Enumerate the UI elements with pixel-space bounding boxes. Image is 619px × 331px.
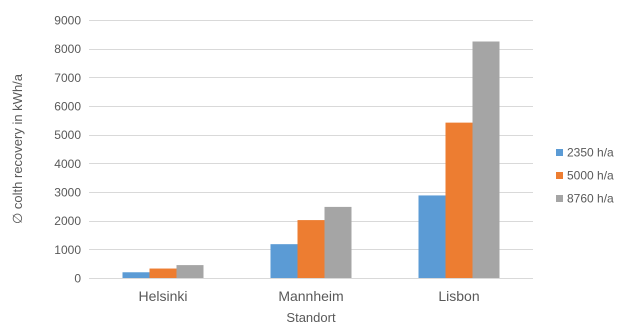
- x-tick-label: Helsinki: [138, 288, 187, 304]
- bars: [122, 41, 500, 278]
- y-tick-label: 2000: [54, 214, 81, 228]
- bar-lisbon-series-2: [445, 122, 473, 278]
- x-axis-ticks: Helsinki Mannheim Lisbon: [138, 288, 479, 304]
- y-tick-label: 8000: [54, 42, 81, 56]
- bar-helsinki-series-1: [122, 272, 150, 278]
- x-tick-label: Lisbon: [438, 288, 479, 304]
- bar-helsinki-series-3: [176, 265, 204, 278]
- legend-label: 5000 h/a: [567, 169, 614, 183]
- y-tick-label: 3000: [54, 186, 81, 200]
- y-tick-label: 7000: [54, 71, 81, 85]
- bar-helsinki-series-2: [149, 268, 177, 278]
- x-axis-title: Standort: [286, 310, 336, 325]
- grid-lines: [89, 20, 533, 250]
- legend: 2350 h/a 5000 h/a 8760 h/a: [556, 146, 614, 206]
- y-tick-label: 5000: [54, 128, 81, 142]
- y-axis-ticks: 0 1000 2000 3000 4000 5000 6000 7000 8000 9000: [54, 14, 81, 286]
- y-tick-label: 9000: [54, 14, 81, 28]
- bar-mannheim-series-3: [324, 206, 352, 278]
- y-tick-label: 6000: [54, 100, 81, 114]
- bar-lisbon-series-1: [418, 195, 446, 278]
- bar-lisbon-series-3: [472, 41, 500, 278]
- y-axis-title: ∅ colth recovery in kWh/a: [10, 73, 25, 224]
- y-tick-label: 1000: [54, 243, 81, 257]
- y-tick-label: 0: [74, 272, 81, 286]
- legend-swatch: [556, 149, 563, 156]
- bar-mannheim-series-1: [270, 244, 298, 278]
- legend-swatch: [556, 172, 563, 179]
- legend-label: 2350 h/a: [567, 146, 614, 160]
- legend-swatch: [556, 195, 563, 202]
- y-tick-label: 4000: [54, 157, 81, 171]
- bar-mannheim-series-2: [297, 220, 325, 278]
- legend-label: 8760 h/a: [567, 192, 614, 206]
- x-tick-label: Mannheim: [278, 288, 343, 304]
